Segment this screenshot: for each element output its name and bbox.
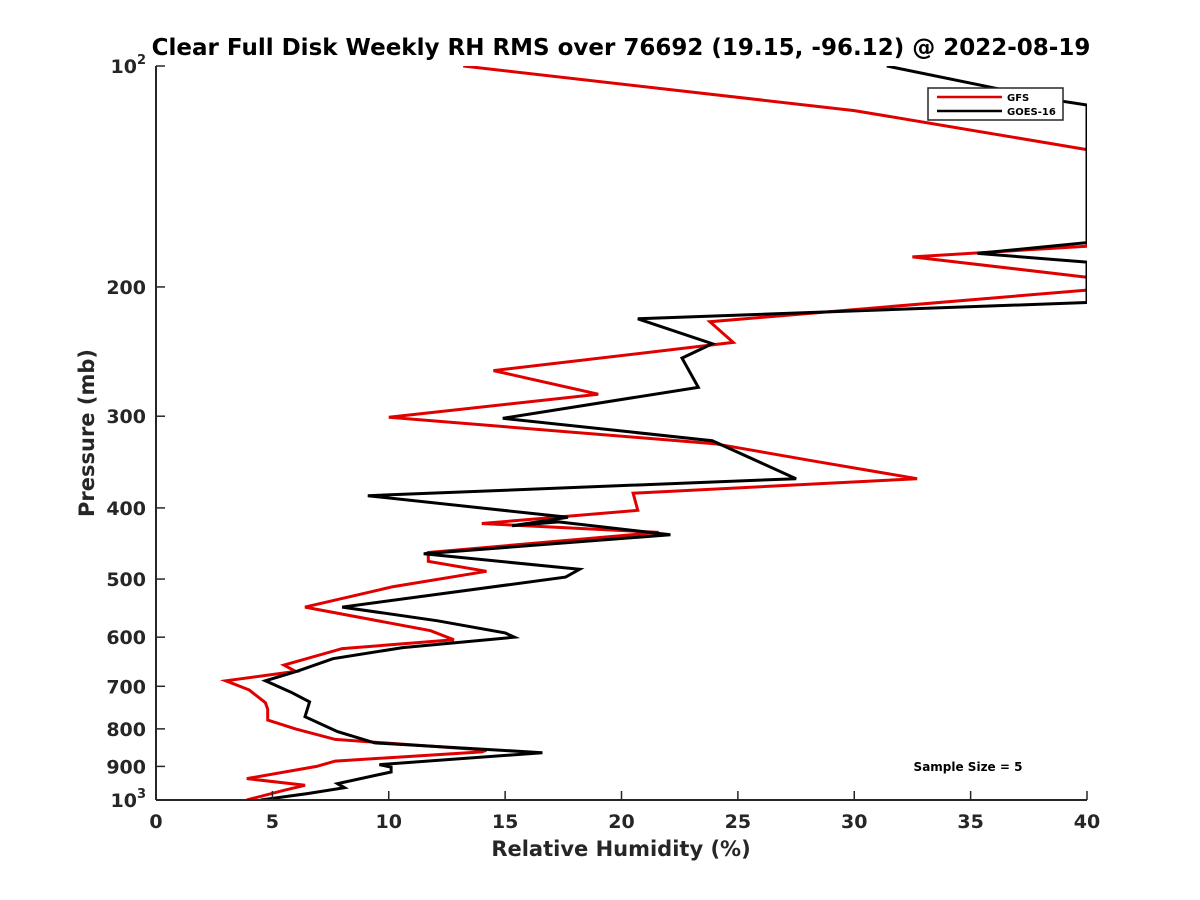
- y-tick-label: 500: [106, 569, 146, 591]
- x-tick-label: 10: [376, 811, 402, 833]
- y-tick-label: 800: [106, 719, 146, 741]
- x-tick-label: 5: [266, 811, 279, 833]
- series-group: [219, 66, 1087, 800]
- x-axis-label: Relative Humidity (%): [491, 837, 750, 861]
- chart-title: Clear Full Disk Weekly RH RMS over 76692…: [152, 35, 1091, 61]
- ticks: 0 5 10 15 20 25 30 35 40 102 200 300 400 500 600 700 800…: [106, 53, 1100, 833]
- y-tick-label: 600: [106, 627, 146, 649]
- x-tick-label: 15: [492, 811, 518, 833]
- legend-box: [927, 87, 1064, 121]
- legend-label: GFS: [1007, 93, 1029, 104]
- x-tick-label: 20: [608, 811, 634, 833]
- x-tick-label: 40: [1074, 811, 1100, 833]
- y-axis-label: Pressure (mb): [75, 349, 99, 517]
- y-tick-label: 700: [106, 676, 146, 698]
- y-tick-label: 900: [106, 756, 146, 778]
- series-line-gfs: [219, 66, 1087, 800]
- y-tick-label: 103: [111, 787, 147, 812]
- series-line-goes-16: [260, 66, 1087, 800]
- x-tick-label: 0: [149, 811, 162, 833]
- y-tick-label: 300: [106, 406, 146, 428]
- legend-label: GOES-16: [1007, 107, 1056, 118]
- y-tick-label: 400: [106, 498, 146, 520]
- x-tick-label: 25: [725, 811, 751, 833]
- sample-size-note: Sample Size = 5: [914, 760, 1023, 774]
- y-tick-label: 200: [106, 277, 146, 299]
- x-tick-label: 35: [957, 811, 983, 833]
- legend: GFS GOES-16: [927, 87, 1064, 121]
- y-tick-label: 102: [111, 53, 147, 78]
- x-tick-label: 30: [841, 811, 867, 833]
- axes: [155, 66, 1087, 801]
